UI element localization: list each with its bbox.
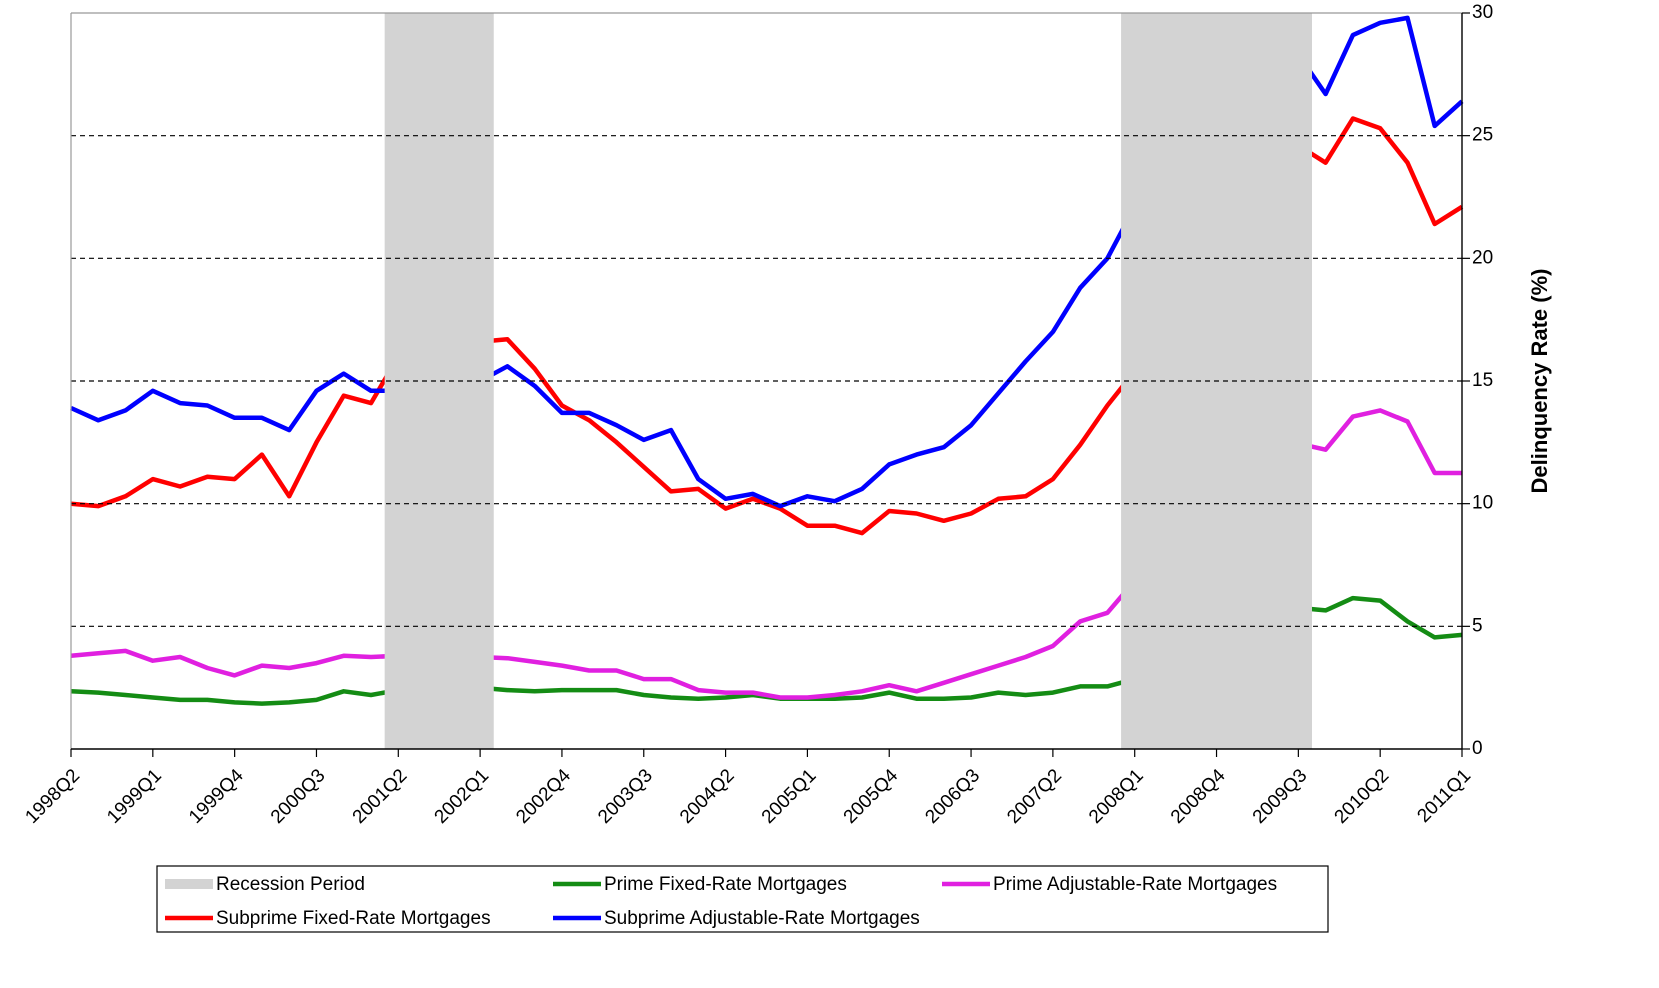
y-tick-label: 5 [1472, 615, 1483, 636]
legend-label: Recession Period [216, 874, 365, 895]
y-tick-label: 30 [1472, 2, 1493, 23]
y-tick-label: 20 [1472, 247, 1493, 268]
y-tick-label: 15 [1472, 370, 1493, 391]
y-tick-label: 25 [1472, 125, 1493, 146]
legend-label: Prime Adjustable-Rate Mortgages [993, 874, 1277, 895]
legend-box [156, 865, 1329, 933]
legend-label: Prime Fixed-Rate Mortgages [604, 874, 847, 895]
y-tick-label: 10 [1472, 493, 1493, 514]
y-tick-label: 0 [1472, 738, 1483, 759]
y-axis-label: Delinquency Rate (%) [1527, 269, 1552, 494]
legend-label: Subprime Adjustable-Rate Mortgages [604, 908, 920, 929]
recession-band [384, 13, 494, 749]
legend-label: Subprime Fixed-Rate Mortgages [216, 908, 491, 929]
